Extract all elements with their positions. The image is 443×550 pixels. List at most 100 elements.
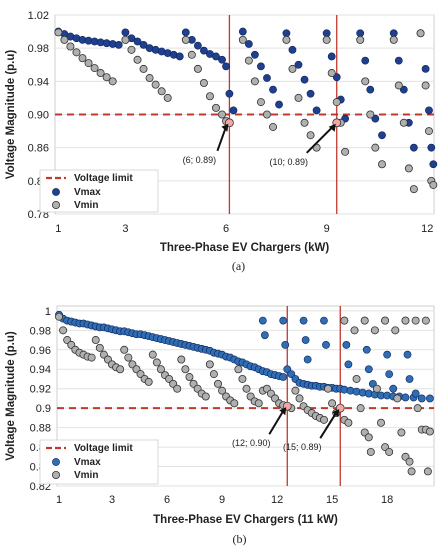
vmin-point xyxy=(133,55,142,64)
vmin-point xyxy=(55,312,64,321)
vmin-point xyxy=(291,386,300,395)
legend-label-vmin: Vmin xyxy=(74,200,98,211)
vmin-point xyxy=(399,118,408,127)
vmin-point xyxy=(157,87,166,96)
y-tick-label: 0.94 xyxy=(30,364,51,376)
legend-label-vmin: Vmin xyxy=(74,470,98,481)
chart-a: 0.780.820.860.900.940.981.021 3 6 9 12Three-… xyxy=(5,10,438,273)
vmin-point xyxy=(124,353,133,362)
vmin-point xyxy=(250,77,259,86)
vmax-point xyxy=(275,100,283,109)
vmax-point xyxy=(301,336,310,344)
vmin-point xyxy=(209,370,218,379)
vmin-point xyxy=(163,93,172,102)
vmin-point xyxy=(156,365,165,374)
vmin-point xyxy=(108,77,117,86)
vmin-point xyxy=(423,467,432,476)
y-tick-label: 0.86 xyxy=(28,143,49,155)
arrow-head xyxy=(328,123,336,132)
vmin-point xyxy=(218,386,227,395)
x-tick-label: 15 xyxy=(326,494,338,506)
vmin-point xyxy=(371,143,380,152)
vmin-point xyxy=(288,64,297,73)
y-tick-label: 1 xyxy=(45,306,51,318)
vmin-point xyxy=(364,433,373,442)
vmin-point xyxy=(352,374,361,383)
x-axis-label: Three-Phase EV Chargers (kW) xyxy=(160,242,330,254)
vmax-point xyxy=(429,160,438,169)
vmax-point xyxy=(312,106,321,115)
x-tick-label: 12 xyxy=(421,223,433,235)
vmax-point xyxy=(389,384,398,393)
vmin-point xyxy=(366,110,375,119)
vmax-point xyxy=(411,389,420,398)
vmax-point xyxy=(299,316,308,325)
vmin-point xyxy=(407,467,416,476)
x-tick-label: 3 xyxy=(122,223,128,235)
annotation-label: (12; 0.90) xyxy=(232,438,271,448)
vmin-point xyxy=(151,80,160,89)
vmin-point xyxy=(116,365,125,374)
vmax-point xyxy=(364,365,373,374)
legend-vmax-swatch xyxy=(52,458,60,466)
vmax-point xyxy=(212,52,220,61)
x-tick-label: 1 xyxy=(55,223,61,235)
vmax-point xyxy=(425,106,433,115)
y-tick-label: 0.92 xyxy=(30,384,51,396)
vmax-point xyxy=(322,341,330,349)
vmin-point xyxy=(193,64,202,73)
vmax-point xyxy=(409,143,418,152)
vmin-point xyxy=(361,77,370,86)
vmin-point xyxy=(211,103,220,112)
vmin-point xyxy=(328,399,337,408)
vmax-point xyxy=(401,393,410,402)
vmin-point xyxy=(205,92,214,101)
vmin-point xyxy=(341,147,350,156)
x-tick-label: 6 xyxy=(223,223,229,235)
vmin-point xyxy=(366,447,375,456)
vmax-point xyxy=(175,52,184,61)
y-axis-label: Voltage Magnitude (p.u) xyxy=(5,50,17,180)
vmax-point xyxy=(427,143,436,152)
vmax-point xyxy=(383,350,392,359)
annotation-arrow xyxy=(319,410,339,439)
vmax-point xyxy=(300,75,309,84)
vmin-point xyxy=(421,81,430,90)
vmin-point xyxy=(306,131,315,140)
vmax-point xyxy=(342,341,351,349)
y-tick-label: 0.98 xyxy=(30,325,51,337)
vmin-point xyxy=(411,316,420,325)
vmin-point xyxy=(139,64,148,73)
legend-vmax-swatch xyxy=(52,188,60,196)
vmin-point xyxy=(95,343,104,352)
vmin-point xyxy=(181,365,190,374)
vmin-point xyxy=(429,180,438,189)
vmin-point xyxy=(66,42,75,51)
chart-b: 0.820.840.860.880.90.920.940.960.9811369… xyxy=(5,305,435,546)
vmin-point xyxy=(91,336,100,345)
vmin-point xyxy=(144,377,153,386)
vmax-point xyxy=(417,394,426,403)
vmin-point xyxy=(96,69,105,78)
x-tick-label: 9 xyxy=(219,494,225,506)
vmax-point xyxy=(403,350,412,359)
vmin-point xyxy=(421,316,430,325)
vmin-point xyxy=(181,35,190,44)
vmin-point xyxy=(377,418,386,427)
vmin-point xyxy=(378,160,387,169)
vmin-point xyxy=(413,404,422,413)
vmin-point xyxy=(87,353,96,362)
vmax-point xyxy=(263,74,271,82)
vmin-point xyxy=(405,457,414,466)
annotation-label: (15; 0.89) xyxy=(283,442,322,452)
x-tick-label: 18 xyxy=(381,494,393,506)
vmin-point xyxy=(187,50,196,59)
arrow-head xyxy=(279,407,287,416)
vmin-point xyxy=(385,447,394,456)
vmin-point xyxy=(294,93,303,102)
vmax-point xyxy=(366,85,375,94)
vmax-point xyxy=(121,28,130,37)
vmax-point xyxy=(322,29,331,38)
y-axis-label: Voltage Magnitude (p.u) xyxy=(5,331,17,461)
